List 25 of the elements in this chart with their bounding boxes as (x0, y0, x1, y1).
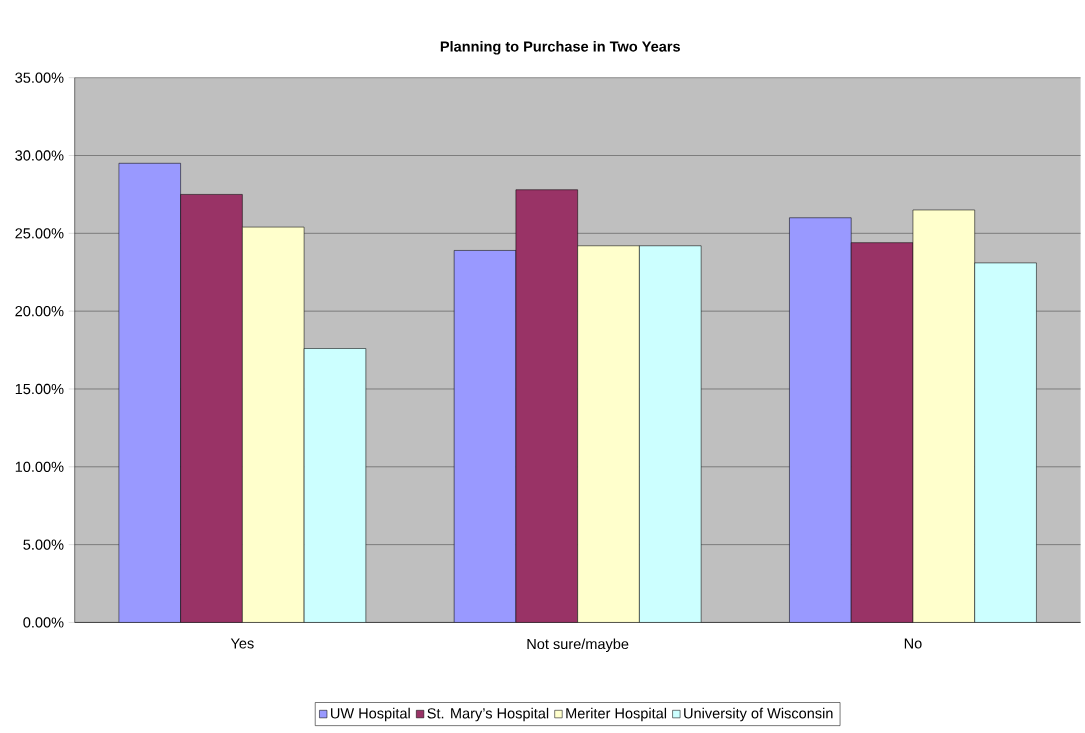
y-tick-label: 30.00% (15, 150, 64, 161)
y-tick-label: 0.00% (23, 617, 64, 628)
y-tick-label: 5.00% (23, 539, 64, 550)
legend-label: St. Mary’s Hospital (427, 707, 549, 722)
legend-label: Meriter Hospital (566, 707, 667, 722)
bar (304, 348, 366, 623)
y-tick-label: 15.00% (15, 383, 64, 395)
bar (515, 189, 578, 623)
bar (180, 194, 243, 623)
bar (912, 209, 975, 623)
y-tick-label: 35.00% (15, 72, 64, 83)
y-tick-label: 25.00% (15, 228, 64, 239)
bar (639, 245, 702, 623)
bar (850, 242, 914, 623)
legend-label: University of Wisconsin (684, 707, 833, 722)
legend-label: UW Hospital (331, 707, 410, 722)
bar (577, 245, 640, 623)
x-tick-label: Not sure/maybe (527, 638, 629, 652)
chart-title: Planning to Purchase in Two Years (440, 40, 680, 55)
y-tick-label: 20.00% (15, 306, 64, 317)
x-tick-label: Yes (230, 638, 254, 649)
y-tick-label: 10.00% (15, 461, 64, 472)
bar (242, 227, 305, 623)
x-tick-label: No (904, 638, 922, 649)
bar (974, 262, 1037, 623)
